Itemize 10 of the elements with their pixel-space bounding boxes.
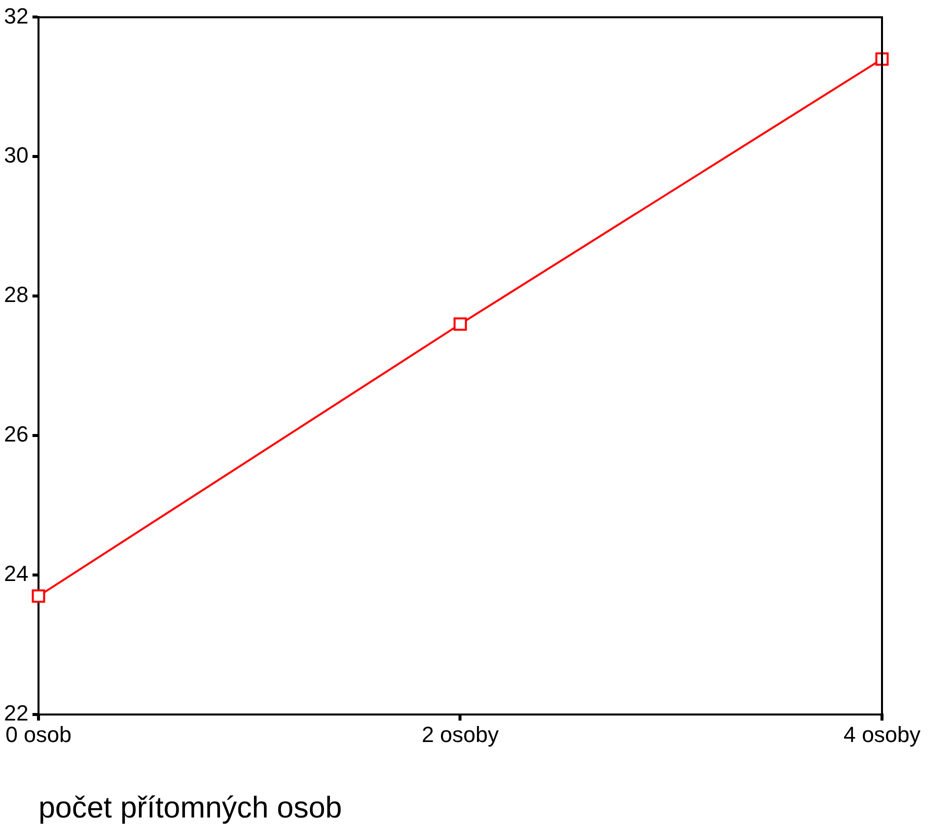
x-tick-label: 2 osoby xyxy=(422,722,499,747)
x-axis-title: počet přítomných osob xyxy=(38,791,342,824)
y-tick-label: 30 xyxy=(4,142,28,168)
y-tick-label: 32 xyxy=(4,3,28,28)
y-tick-label: 24 xyxy=(4,561,28,586)
point xyxy=(32,589,46,603)
y-tick-label: 26 xyxy=(4,422,28,447)
y-tick-label: 28 xyxy=(4,282,28,308)
x-tick-label: 4 osoby xyxy=(843,722,921,747)
point xyxy=(454,317,467,331)
